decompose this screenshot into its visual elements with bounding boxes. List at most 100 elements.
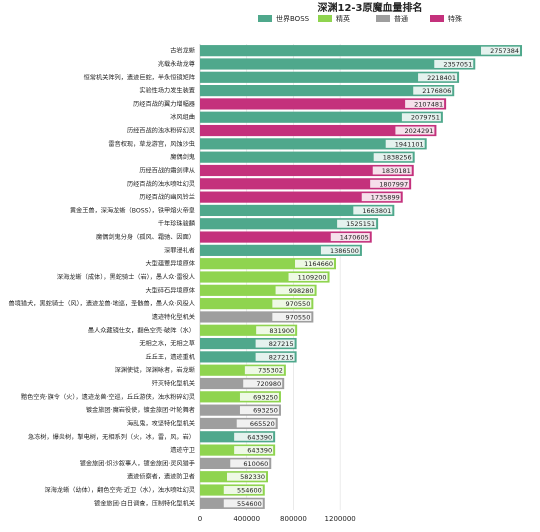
value-label-bg	[255, 339, 295, 348]
value-label: 1109200	[298, 274, 327, 282]
y-tick-label: 历经百战的浊水粉碎幻灵	[127, 127, 195, 135]
value-label: 1735899	[371, 194, 400, 202]
bar	[200, 337, 297, 350]
x-tick-label: 400000	[233, 515, 260, 523]
y-tick-label: 深渊使徒，深渊咏者，岩龙蜥	[115, 366, 195, 374]
value-label: 1525151	[346, 220, 375, 228]
bar	[200, 98, 447, 110]
y-tick-label: 历经百战的霜剑律从	[139, 166, 195, 174]
value-label: 2357051	[443, 60, 472, 68]
value-label: 693250	[253, 407, 278, 415]
value-label-bg	[275, 286, 315, 295]
bar	[200, 244, 362, 256]
value-label: 693250	[253, 393, 278, 401]
y-tick-label: 古岩龙蜥	[170, 47, 195, 55]
legend-swatch	[430, 15, 444, 22]
value-label: 554600	[237, 487, 262, 495]
legend-swatch	[318, 15, 332, 22]
value-label: 2079751	[411, 114, 440, 122]
value-label-bg	[223, 499, 263, 508]
y-tick-label: 海乱鬼，攻坚特化型机关	[127, 419, 195, 427]
y-tick-label: 冰风组曲	[170, 113, 195, 121]
bar	[200, 311, 314, 323]
value-label-bg	[372, 166, 412, 175]
value-label-bg	[481, 46, 521, 55]
y-tick-label: 历经百战的幽风铃兰	[139, 193, 195, 201]
legend-label: 世界BOSS	[276, 14, 310, 23]
value-label: 582330	[240, 473, 265, 481]
x-tick-label: 0	[198, 515, 202, 523]
bar	[200, 258, 337, 270]
value-label-bg	[230, 459, 270, 468]
value-label: 1830181	[382, 167, 411, 175]
y-tick-label: 历经百战的浊水喷吐幻灵	[127, 180, 195, 188]
value-label-bg	[405, 99, 445, 108]
y-tick-label: 魔偶剑鬼分身（孤风、霜驰、因面）	[96, 233, 195, 241]
value-label: 2024291	[404, 127, 433, 135]
y-tick-label: 黄金王兽，深海龙蜥（BOSS），铁甲熔火帝皇	[70, 206, 195, 214]
y-tick-label: 雷音权现，草龙游宫，风蚀沙虫	[108, 140, 195, 148]
value-label: 1838256	[383, 154, 412, 162]
value-label: 735302	[258, 367, 283, 375]
bar	[200, 364, 286, 376]
y-tick-label: 兆载永劫龙尊	[158, 60, 195, 68]
bar	[200, 71, 460, 83]
y-tick-label: 千年珍珠骏麟	[158, 220, 195, 228]
value-label-bg	[418, 73, 458, 82]
legend-swatch	[258, 15, 272, 22]
value-label-bg	[255, 352, 295, 361]
value-label: 970550	[286, 300, 311, 308]
value-label-bg	[239, 406, 279, 415]
value-label: 665520	[250, 420, 275, 428]
value-label: 827215	[269, 353, 294, 361]
value-label-bg	[243, 379, 283, 388]
y-tick-label: 大型蕴蕈异境原体	[146, 260, 196, 268]
bar	[200, 151, 415, 163]
x-tick-label: 1200000	[325, 515, 356, 523]
value-label-bg	[330, 233, 370, 242]
legend-label: 普通	[394, 14, 408, 23]
value-label-bg	[236, 419, 276, 428]
value-label: 970550	[286, 313, 311, 321]
bar	[200, 45, 523, 57]
y-tick-label: 丘丘王，遗迹重机	[146, 353, 196, 361]
y-tick-label: 魔偶剑鬼	[170, 153, 195, 161]
value-label: 1470605	[340, 234, 369, 242]
bar	[200, 58, 476, 70]
value-label-bg	[272, 312, 312, 321]
value-label: 831900	[269, 327, 294, 335]
value-label-bg	[223, 486, 263, 495]
value-label-bg	[434, 59, 474, 68]
value-label-bg	[234, 432, 274, 441]
y-tick-label: 无相之水，无相之草	[139, 340, 195, 348]
bar	[200, 138, 427, 150]
value-label: 998280	[289, 287, 314, 295]
value-label-bg	[239, 392, 279, 401]
bar	[200, 111, 443, 123]
value-label-bg	[256, 326, 296, 335]
bar	[200, 218, 379, 230]
value-label-bg	[234, 446, 274, 455]
y-tick-label: 兽境猎犬，黑蛇骑士（风），遗迹龙兽·地巡，圣骸兽，愚人众·风役人	[9, 300, 195, 308]
value-label-bg	[373, 153, 413, 162]
x-tick-label: 800000	[280, 515, 307, 523]
value-label: 1941101	[395, 140, 424, 148]
bar	[200, 324, 298, 336]
value-label: 2107481	[414, 100, 443, 108]
value-label: 610060	[243, 460, 268, 468]
y-tick-label: 深海龙蜥（成体），黑蛇骑士（岩），愚人众·雷役人	[57, 273, 195, 281]
value-label: 720980	[256, 380, 281, 388]
legend-swatch	[376, 15, 390, 22]
value-label-bg	[272, 299, 312, 308]
value-label: 827215	[269, 340, 294, 348]
bar	[200, 351, 297, 363]
bar	[200, 164, 414, 177]
value-label-bg	[370, 179, 410, 188]
value-label: 2176806	[422, 87, 451, 95]
bar	[200, 124, 437, 137]
bar	[200, 377, 285, 390]
bar	[200, 178, 412, 190]
value-label-bg	[244, 366, 284, 375]
y-tick-label: 深海龙蜥（幼体），翻色空壳·近卫（水），浊水喷吐幻灵	[45, 486, 195, 494]
